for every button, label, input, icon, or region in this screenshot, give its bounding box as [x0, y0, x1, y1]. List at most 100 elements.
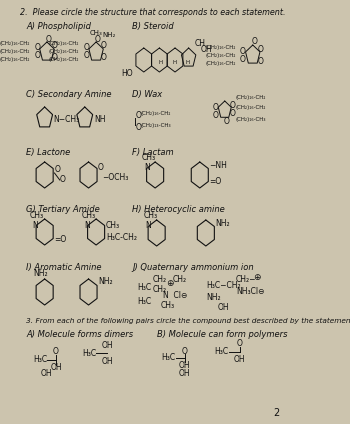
Text: H₃C: H₃C	[161, 354, 176, 363]
Text: N  Cl⊖: N Cl⊖	[163, 292, 188, 301]
Text: OH: OH	[179, 360, 190, 369]
Text: (CH₂)₁₆-CH₂: (CH₂)₁₆-CH₂	[49, 58, 79, 62]
Text: H₃C: H₃C	[138, 284, 152, 293]
Text: OH: OH	[234, 355, 246, 365]
Text: OH: OH	[179, 368, 190, 377]
Text: O: O	[101, 42, 107, 50]
Text: CH₃: CH₃	[30, 210, 44, 220]
Text: (CH₂)₁₆-CH₂: (CH₂)₁₆-CH₂	[0, 50, 30, 55]
Text: H₃C: H₃C	[138, 298, 152, 307]
Text: (CH₂)₁₆-CH₂: (CH₂)₁₆-CH₂	[205, 53, 236, 58]
Text: N: N	[146, 221, 151, 231]
Text: O: O	[101, 53, 107, 62]
Text: −OCH₃: −OCH₃	[102, 173, 128, 181]
Text: H₃C: H₃C	[33, 355, 47, 365]
Text: O: O	[95, 34, 100, 44]
Text: CH₃: CH₃	[142, 153, 156, 162]
Text: A) Phospholipid: A) Phospholipid	[27, 22, 91, 31]
Text: O: O	[135, 123, 141, 131]
Text: O: O	[83, 51, 89, 61]
Text: O: O	[240, 47, 246, 56]
Text: O: O	[213, 103, 219, 112]
Text: O: O	[237, 340, 243, 349]
Text: F) Lactam: F) Lactam	[132, 148, 174, 157]
Text: OH: OH	[50, 363, 62, 373]
Text: O: O	[257, 45, 263, 53]
Text: CH₃: CH₃	[106, 221, 120, 231]
Text: =O: =O	[54, 235, 66, 245]
Text: (CH₂)₁₆-CH₃: (CH₂)₁₆-CH₃	[235, 117, 266, 122]
Text: B) Steroid: B) Steroid	[132, 22, 174, 31]
Text: O: O	[34, 51, 40, 61]
Text: H₃C: H₃C	[82, 349, 96, 357]
Text: H: H	[186, 61, 190, 65]
Text: CH₃: CH₃	[90, 30, 103, 36]
Text: O: O	[182, 346, 188, 355]
Text: O: O	[46, 34, 51, 44]
Text: (CH₂)₁₆-CH₂: (CH₂)₁₆-CH₂	[49, 42, 79, 47]
Text: O: O	[55, 165, 60, 175]
Text: N−CH₃: N−CH₃	[54, 115, 80, 125]
Text: CH₂: CH₂	[173, 276, 187, 285]
Text: N: N	[145, 162, 150, 171]
Text: O: O	[240, 55, 246, 64]
Text: J) Quaternary ammonium ion: J) Quaternary ammonium ion	[132, 263, 254, 272]
Text: (CH₂)₁₃-CH₃: (CH₂)₁₃-CH₃	[141, 123, 172, 128]
Text: CH₃: CH₃	[82, 210, 96, 220]
Text: (CH₂)₁₆-CH₂: (CH₂)₁₆-CH₂	[235, 95, 266, 100]
Text: CH₂: CH₂	[153, 285, 167, 295]
Text: (CH₂)₁₆-CH₂: (CH₂)₁₆-CH₂	[205, 45, 236, 50]
Text: O: O	[251, 37, 257, 47]
Text: (CH₂)₁₆-CH₂: (CH₂)₁₆-CH₂	[0, 58, 30, 62]
Text: O: O	[229, 101, 235, 111]
Text: H: H	[172, 61, 176, 65]
Text: NH₂: NH₂	[102, 32, 116, 38]
Text: D) Wax: D) Wax	[132, 90, 163, 99]
Text: NH₃Cl⊖: NH₃Cl⊖	[236, 287, 265, 296]
Text: CH₂−: CH₂−	[236, 276, 257, 285]
Text: OH: OH	[102, 340, 113, 349]
Text: A) Molecule forms dimers: A) Molecule forms dimers	[27, 330, 134, 339]
Text: O: O	[51, 42, 57, 50]
Text: B) Molecule can form polymers: B) Molecule can form polymers	[157, 330, 287, 339]
Text: G) Tertiary Amide: G) Tertiary Amide	[27, 205, 100, 214]
Text: O: O	[223, 117, 229, 126]
Text: HO: HO	[121, 70, 133, 78]
Text: H) Heterocyclic amine: H) Heterocyclic amine	[132, 205, 225, 214]
Text: H₃C-CH₂: H₃C-CH₂	[106, 232, 137, 242]
Text: OH: OH	[217, 302, 229, 312]
Text: C) Secondary Amine: C) Secondary Amine	[27, 90, 112, 99]
Text: H₃C−CH₂: H₃C−CH₂	[206, 281, 240, 290]
Text: NH₂: NH₂	[98, 277, 113, 287]
Text: O: O	[213, 111, 219, 120]
Text: −NH: −NH	[209, 161, 227, 170]
Text: E) Lactone: E) Lactone	[27, 148, 71, 157]
Text: (CH₂)₁₆-CH₂: (CH₂)₁₆-CH₂	[205, 61, 236, 65]
Text: (CH₂)₁₆-CH₂: (CH₂)₁₆-CH₂	[141, 111, 171, 115]
Text: CH₃: CH₃	[144, 210, 158, 220]
Text: 2.  Please circle the structure that corresponds to each statement.: 2. Please circle the structure that corr…	[20, 8, 286, 17]
Text: O: O	[257, 56, 263, 65]
Text: H₃C: H₃C	[215, 348, 229, 357]
Text: NH₂: NH₂	[34, 270, 48, 279]
Text: O: O	[34, 44, 40, 53]
Text: 2: 2	[273, 408, 279, 418]
Text: N: N	[33, 221, 38, 231]
Text: ⊕: ⊕	[253, 273, 260, 282]
Text: O: O	[53, 348, 59, 357]
Text: (CH₂)₁₆-CH₂: (CH₂)₁₆-CH₂	[235, 106, 266, 111]
Text: CH₂: CH₂	[153, 276, 167, 285]
Text: I) Aromatic Amine: I) Aromatic Amine	[27, 263, 102, 272]
Text: CH: CH	[195, 39, 206, 48]
Text: N: N	[84, 221, 90, 231]
Text: =O: =O	[209, 176, 221, 186]
Text: O: O	[98, 164, 104, 173]
Text: O: O	[83, 44, 89, 53]
Text: NH₂: NH₂	[206, 293, 220, 301]
Text: (CH₂)₁₆-CH₂: (CH₂)₁₆-CH₂	[49, 50, 79, 55]
Text: O: O	[51, 53, 57, 62]
Text: OH: OH	[201, 45, 212, 55]
Text: OH: OH	[102, 357, 113, 366]
Text: O: O	[60, 176, 66, 184]
Text: 3. From each of the following pairs circle the compound best described by the st: 3. From each of the following pairs circ…	[27, 318, 350, 324]
